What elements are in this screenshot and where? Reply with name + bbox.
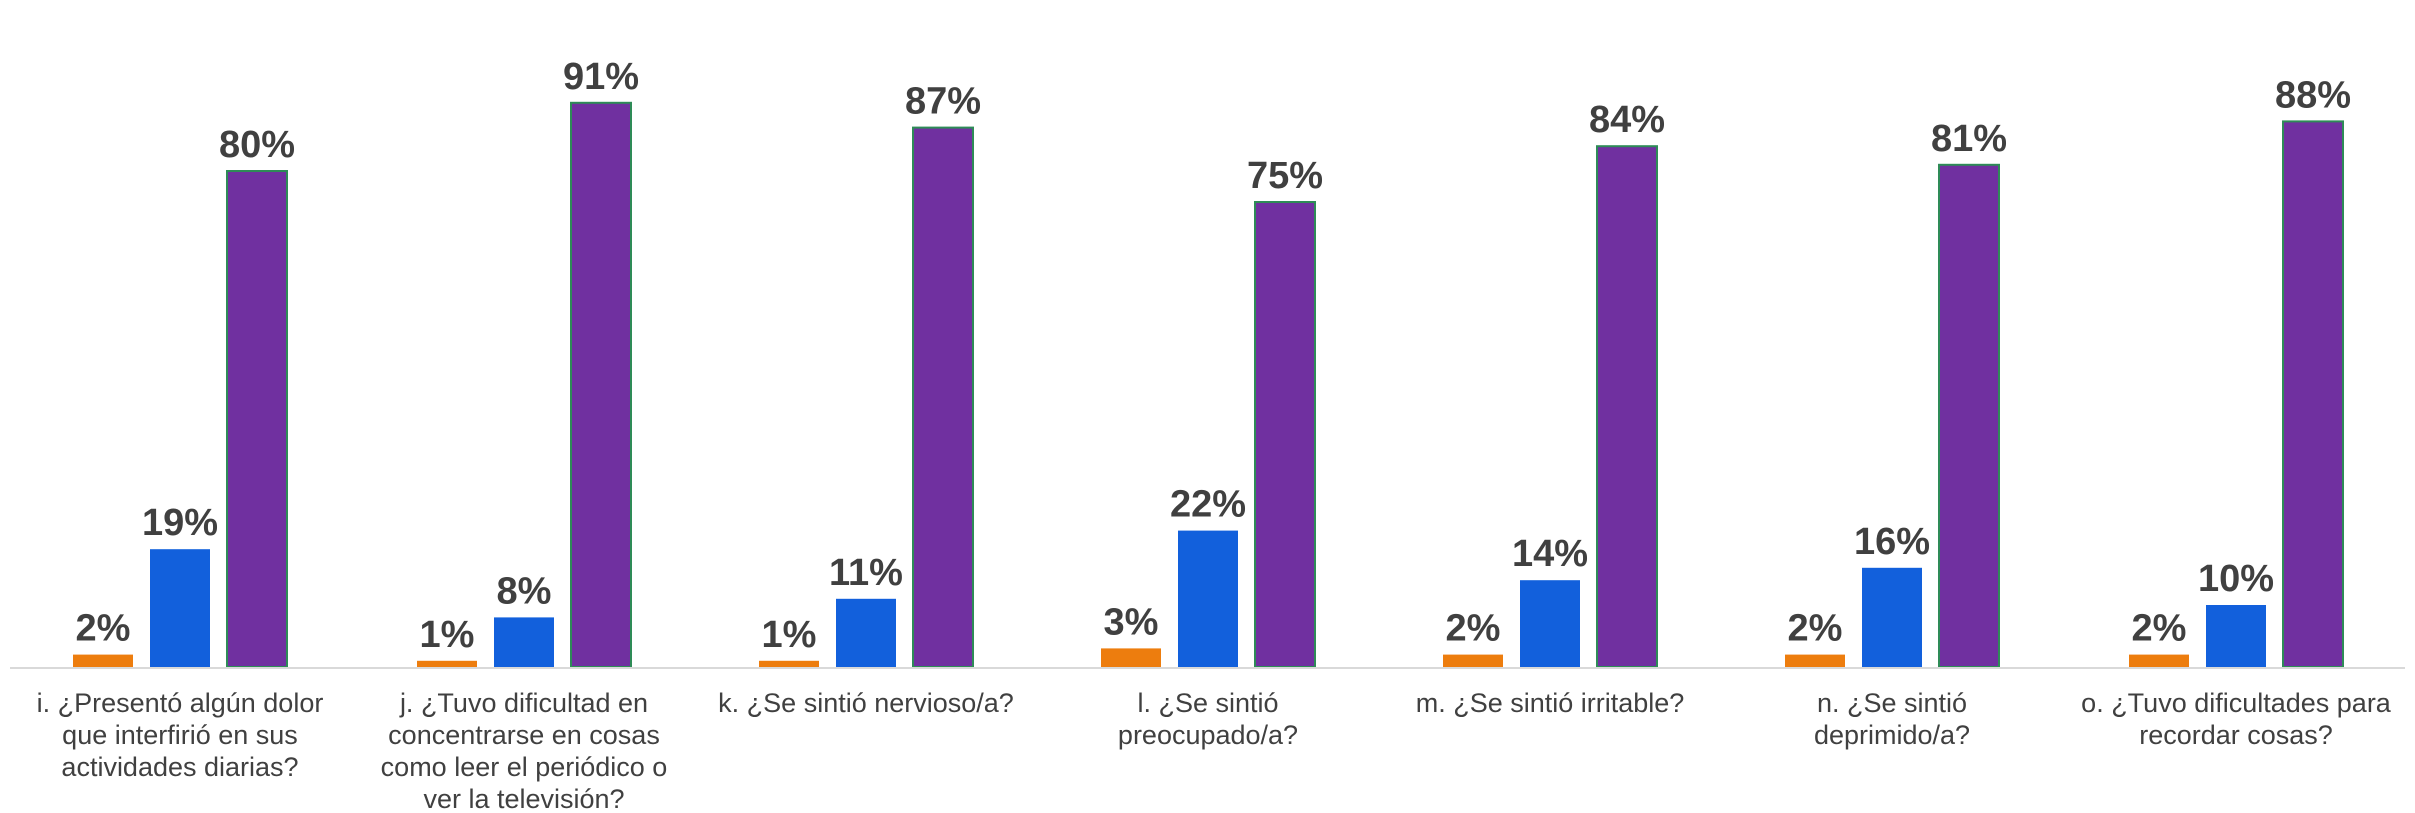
bar-series2-cat2 [494,617,554,667]
bar-series1-cat6 [1785,654,1845,667]
value-label-series1-cat3: 1% [762,614,817,656]
bar-series1-cat7 [2129,654,2189,667]
value-label-series1-cat2: 1% [420,614,475,656]
bar-series2-cat4 [1178,530,1238,667]
category-label-line: deprimido/a? [1814,720,1970,750]
category-label-line: m. ¿Se sintió irritable? [1416,688,1685,718]
bar-series1-cat1 [73,654,133,667]
category-label-line: n. ¿Se sintió [1817,688,1967,718]
category-label-line: actividades diarias? [61,752,298,782]
bar-series2-cat7 [2206,605,2266,667]
value-label-series1-cat7: 2% [2132,608,2187,650]
bar-series3-cat1 [226,170,288,668]
value-label-series1-cat1: 2% [76,608,131,650]
category-label-line: l. ¿Se sintió [1137,688,1278,718]
value-label-series2-cat4: 22% [1170,484,1246,526]
value-label-series2-cat1: 19% [142,502,218,544]
value-label-series2-cat7: 10% [2198,558,2274,600]
bar-series1-cat4 [1101,648,1161,667]
bar-series2-cat6 [1862,567,1922,667]
value-label-series2-cat3: 11% [829,552,903,594]
value-label-series2-cat5: 14% [1512,533,1588,575]
value-label-series3-cat4: 75% [1247,155,1323,197]
value-labels-layer: 2% 1% 1% 3% 2% 2% 2% 19% 8% 11% 22% 14% 16% 10% 80% 91%… [76,56,2351,656]
bar-series2-cat5 [1520,580,1580,667]
category-label-3: k. ¿Se sintió nervioso/a? [718,688,1014,718]
bar-series1-cat2 [417,660,477,667]
category-label-line: i. ¿Presentó algún dolor [37,688,324,718]
category-label-6: n. ¿Se sintió deprimido/a? [1814,688,1970,750]
value-label-series3-cat5: 84% [1589,99,1665,141]
value-label-series3-cat2: 91% [563,56,639,98]
category-label-line: j. ¿Tuvo dificultad en [399,688,648,718]
category-label-line: k. ¿Se sintió nervioso/a? [718,688,1014,718]
bar-series3-cat7 [2282,120,2344,668]
category-label-line: que interfirió en sus [62,720,298,750]
category-label-4: l. ¿Se sintió preocupado/a? [1118,688,1298,750]
category-label-line: o. ¿Tuvo dificultades para [2081,688,2392,718]
bar-series3-cat6 [1938,163,2000,669]
value-label-series2-cat2: 8% [497,570,552,612]
category-label-line: preocupado/a? [1118,720,1298,750]
bar-series1-cat5 [1443,654,1503,667]
value-label-series3-cat7: 88% [2275,74,2351,116]
value-label-series1-cat4: 3% [1104,601,1159,643]
bar-series2-cat1 [150,549,210,667]
category-label-line: como leer el periódico o [381,752,668,782]
category-label-line: ver la televisión? [423,784,624,813]
value-label-series2-cat6: 16% [1854,521,1930,563]
category-label-line: concentrarse en cosas [388,720,660,750]
value-label-series1-cat6: 2% [1788,608,1843,650]
category-label-1: i. ¿Presentó algún dolor que interfirió e… [37,688,324,782]
bar-series3-cat2 [570,101,632,669]
value-label-series1-cat5: 2% [1446,608,1501,650]
category-label-line: recordar cosas? [2139,720,2333,750]
category-label-7: o. ¿Tuvo dificultades para recordar cosas… [2081,688,2392,750]
value-label-series3-cat3: 87% [905,81,981,123]
value-label-series3-cat6: 81% [1931,118,2007,160]
bars-layer [73,101,2344,669]
bar-series2-cat3 [836,598,896,667]
bar-series3-cat5 [1596,145,1658,668]
category-label-5: m. ¿Se sintió irritable? [1416,688,1685,718]
category-labels-layer: i. ¿Presentó algún dolor que interfirió e… [37,688,2392,813]
bar-series3-cat4 [1254,201,1316,668]
bar-series3-cat3 [912,126,974,669]
value-label-series3-cat1: 80% [219,124,295,166]
bar-series1-cat3 [759,660,819,667]
category-label-2: j. ¿Tuvo dificultad en concentrarse en co… [381,688,668,813]
